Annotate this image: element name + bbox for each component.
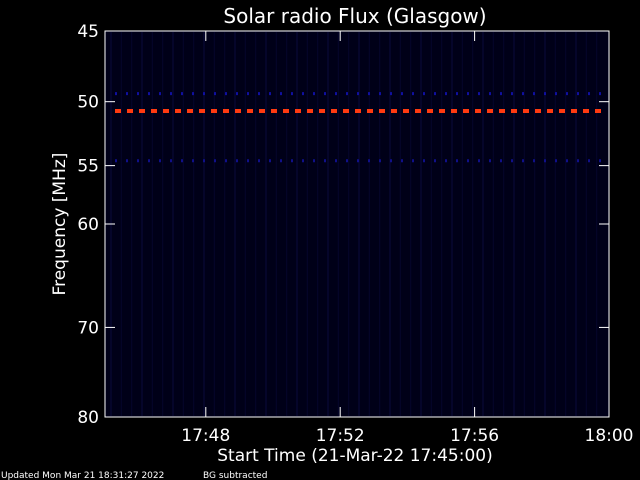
footer-note: BG subtracted [203, 471, 267, 480]
footer-updated: Updated Mon Mar 21 18:31:27 2022 [1, 471, 164, 480]
x-tick-label: 18:00 [585, 426, 634, 446]
y-tick-label: 55 [77, 157, 99, 177]
y-tick-label: 70 [77, 318, 99, 338]
spectrogram-texture [110, 32, 598, 416]
x-tick-label: 17:56 [450, 426, 499, 446]
y-axis-title: Frequency [MHz] [50, 153, 70, 296]
plot-area [104, 30, 610, 418]
x-tick-label: 17:48 [181, 426, 230, 446]
x-tick-label: 17:52 [316, 426, 365, 446]
y-tick-label: 60 [77, 215, 99, 235]
chart-title: Solar radio Flux (Glasgow) [223, 4, 486, 28]
y-tick-label: 80 [77, 408, 99, 428]
y-tick-label: 50 [77, 93, 99, 113]
y-tick-label: 45 [77, 22, 99, 42]
x-axis-title: Start Time (21-Mar-22 17:45:00) [217, 446, 492, 466]
